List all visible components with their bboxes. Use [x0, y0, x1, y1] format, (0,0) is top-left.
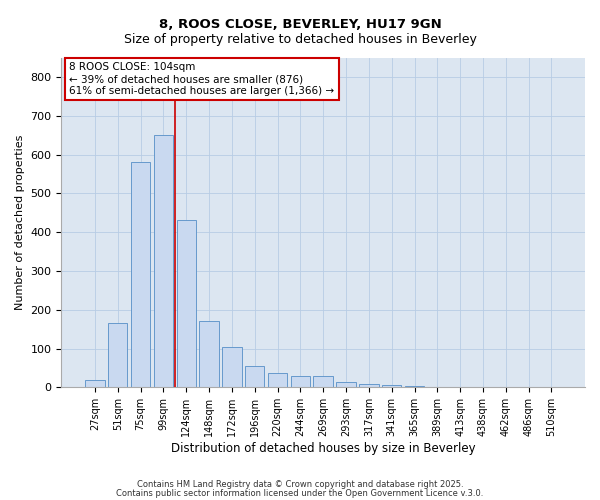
X-axis label: Distribution of detached houses by size in Beverley: Distribution of detached houses by size …: [171, 442, 476, 455]
Bar: [428, 386, 447, 388]
Bar: [176, 220, 196, 388]
Text: 8 ROOS CLOSE: 104sqm
← 39% of detached houses are smaller (876)
61% of semi-deta: 8 ROOS CLOSE: 104sqm ← 39% of detached h…: [69, 62, 334, 96]
Text: 8, ROOS CLOSE, BEVERLEY, HU17 9GN: 8, ROOS CLOSE, BEVERLEY, HU17 9GN: [158, 18, 442, 30]
Bar: [290, 376, 310, 388]
Bar: [85, 380, 104, 388]
Bar: [222, 348, 242, 388]
Text: Contains HM Land Registry data © Crown copyright and database right 2025.: Contains HM Land Registry data © Crown c…: [137, 480, 463, 489]
Bar: [337, 382, 356, 388]
Bar: [359, 384, 379, 388]
Bar: [405, 386, 424, 388]
Text: Contains public sector information licensed under the Open Government Licence v.: Contains public sector information licen…: [116, 490, 484, 498]
Bar: [268, 372, 287, 388]
Bar: [108, 324, 127, 388]
Bar: [154, 135, 173, 388]
Y-axis label: Number of detached properties: Number of detached properties: [15, 134, 25, 310]
Bar: [131, 162, 150, 388]
Bar: [542, 386, 561, 388]
Bar: [313, 376, 333, 388]
Bar: [199, 322, 219, 388]
Bar: [382, 386, 401, 388]
Bar: [245, 366, 265, 388]
Text: Size of property relative to detached houses in Beverley: Size of property relative to detached ho…: [124, 32, 476, 46]
